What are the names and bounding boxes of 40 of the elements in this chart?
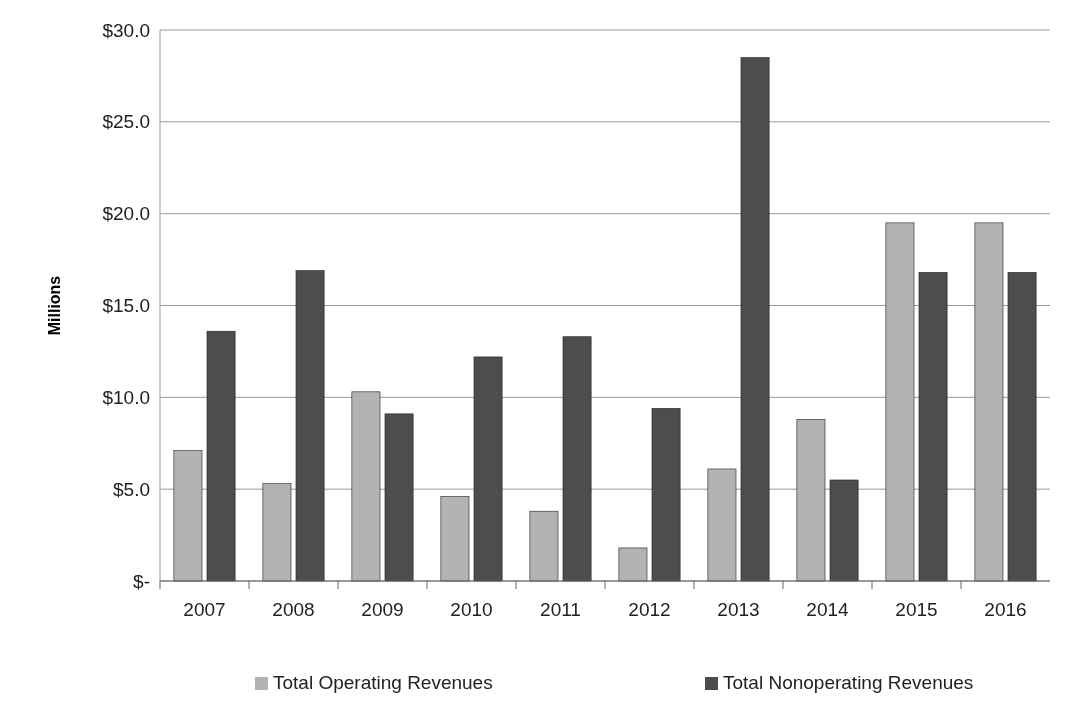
- x-tick-label: 2010: [450, 599, 493, 620]
- y-axis-title: Millions: [46, 275, 63, 336]
- x-tick-label: 2014: [806, 599, 850, 620]
- bar: [885, 222, 915, 582]
- bar: [707, 468, 737, 582]
- bar: [618, 547, 648, 582]
- y-tick-label: $20.0: [102, 203, 150, 225]
- bar: [1007, 272, 1037, 582]
- bar: [473, 356, 503, 582]
- bar: [918, 272, 948, 582]
- bar: [440, 496, 470, 582]
- x-tick-label: 2009: [361, 599, 404, 620]
- x-tick-label: 2011: [540, 599, 581, 620]
- legend-label: Total Nonoperating Revenues: [723, 672, 974, 693]
- bar: [384, 413, 414, 582]
- bar: [974, 222, 1004, 582]
- y-tick-label: $-: [133, 570, 150, 592]
- x-tick-label: 2008: [272, 599, 315, 620]
- bar: [295, 270, 325, 582]
- x-tick-label: 2015: [895, 599, 938, 620]
- x-tick-label: 2012: [628, 599, 671, 620]
- bar: [796, 419, 826, 582]
- bar: [262, 483, 292, 582]
- bar: [740, 57, 770, 582]
- bar: [529, 510, 559, 582]
- bar: [829, 479, 859, 582]
- y-tick-label: $5.0: [113, 478, 150, 500]
- y-tick-label: $15.0: [102, 295, 150, 317]
- bar: [351, 391, 381, 582]
- y-tick-label: $30.0: [102, 19, 150, 41]
- bar: [173, 450, 203, 582]
- bar: [651, 408, 681, 582]
- bar: [562, 336, 592, 582]
- legend-label: Total Operating Revenues: [273, 672, 493, 693]
- y-tick-label: $25.0: [102, 111, 150, 133]
- bar: [206, 330, 236, 582]
- x-tick-label: 2016: [984, 599, 1027, 620]
- x-tick-label: 2007: [183, 599, 226, 620]
- y-tick-label: $10.0: [102, 386, 150, 408]
- x-tick-label: 2013: [717, 599, 760, 620]
